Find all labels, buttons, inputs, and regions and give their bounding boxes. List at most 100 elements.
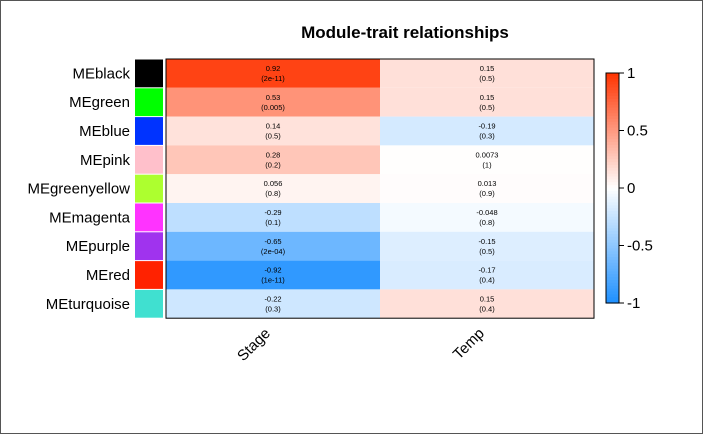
legend-tick-label: 0 [627,180,635,197]
legend-gradient-step [606,98,619,103]
cell-pvalue-label: (0.5) [479,74,495,83]
legend-gradient-step [606,188,619,192]
legend-gradient-step [606,277,619,281]
legend-gradient-step [606,136,619,140]
module-color-swatch [135,261,163,289]
legend-gradient-step [606,228,619,232]
heatmap-cell [380,174,594,203]
module-color-swatch [135,117,163,145]
legend-gradient-step [606,113,619,117]
legend-gradient-step [606,300,619,304]
cell-value-label: -0.29 [264,208,281,217]
legend-gradient-step [606,104,619,109]
legend-gradient-step [606,121,619,126]
cell-value-label: 0.15 [480,93,495,102]
legend-tick-label: -1 [627,295,640,312]
heatmap-cell [380,145,594,175]
legend-gradient-step [606,133,619,137]
legend-gradient-step [606,213,619,218]
heatmap-cell [166,116,380,146]
cell-value-label: 0.056 [264,179,283,188]
row-label: MEpink [80,152,131,169]
heatmap-row: MEblue 0.14(0.5) -0.19(0.3) [79,116,594,146]
legend-gradient-step [606,87,619,91]
column-label: Temp [450,325,488,363]
legend-gradient-step [606,127,619,132]
cell-pvalue-label: (2e-04) [261,247,286,256]
cell-value-label: -0.19 [478,122,495,131]
legend-gradient-step [606,190,619,195]
legend-gradient-step [606,294,619,298]
cell-pvalue-label: (0.5) [479,103,495,112]
heatmap-row: MEred -0.92(1e-11) -0.17(0.4) [86,260,594,290]
legend-gradient-step [606,196,619,201]
legend-gradient-step [606,81,619,86]
heatmap-row: MEmagenta -0.29(0.1) -0.048(0.8) [49,203,594,232]
legend-gradient-step [606,84,619,88]
legend-gradient-step [606,288,619,293]
color-scale-legend: 1 0.5 0 -0.5 -1 [605,65,653,312]
chart-title: Module-trait relationships [301,23,509,42]
legend-gradient-step [606,205,619,209]
cell-pvalue-label: (0.3) [265,304,281,313]
legend-gradient-step [606,159,619,163]
column-label: Stage [234,325,274,365]
legend-gradient-step [606,280,619,284]
legend-gradient-step [606,119,619,123]
legend-gradient-step [606,153,619,157]
legend-gradient-step [606,147,619,152]
legend-gradient-step [606,254,619,258]
heatmap-cell [380,289,594,319]
legend-gradient-step [606,222,619,226]
legend-tick-label: 1 [627,65,635,82]
cell-pvalue-label: (1) [482,160,492,169]
cell-pvalue-label: (0.8) [265,189,281,198]
row-label: MEturquoise [46,296,130,313]
legend-gradient-step [606,262,619,267]
heatmap-cell [380,87,594,117]
legend-gradient-step [606,265,619,270]
heatmap-cell [380,116,594,146]
legend-gradient-step [606,73,619,77]
legend-gradient-step [606,90,619,94]
legend-gradient-step [606,170,619,175]
legend-gradient-step [606,297,619,301]
heatmap-row: MEturquoise -0.22(0.3) 0.15(0.4) [46,289,594,319]
heatmap-cell [380,260,594,290]
row-label: MEblue [79,123,130,140]
legend-gradient-step [606,245,619,249]
cell-value-label: -0.15 [478,237,495,246]
legend-gradient-step [606,225,619,229]
module-color-swatch [135,145,163,174]
module-color-swatch [135,289,163,318]
heatmap-cell [380,203,594,232]
cell-value-label: -0.92 [264,266,281,275]
heatmap-cell [166,203,380,232]
heatmap-cell [380,231,594,261]
row-label: MEblack [72,65,130,82]
legend-gradient-step [606,236,619,241]
row-label: MEmagenta [49,209,131,226]
module-color-swatch [135,88,163,117]
legend-gradient-step [606,259,619,264]
legend-gradient-step [606,251,619,255]
cell-pvalue-label: (0.1) [265,218,281,227]
legend-gradient-step [606,219,619,224]
legend-gradient-step [606,239,619,244]
cell-pvalue-label: (0.005) [261,103,285,112]
legend-gradient-step [606,202,619,206]
cell-value-label: 0.15 [480,64,495,73]
legend-gradient-step [606,291,619,295]
module-color-swatch [135,232,163,261]
module-color-swatch [135,174,163,203]
cell-pvalue-label: (0.5) [479,247,495,256]
cell-value-label: 0.0073 [476,150,499,159]
cell-pvalue-label: (0.2) [265,160,281,169]
cell-value-label: 0.15 [480,294,495,303]
legend-gradient-step [606,179,619,183]
module-color-swatch [135,59,163,88]
cell-pvalue-label: (0.4) [479,276,495,285]
legend-gradient-step [606,282,619,287]
legend-gradient-step [606,208,619,212]
legend-gradient-step [606,78,619,83]
